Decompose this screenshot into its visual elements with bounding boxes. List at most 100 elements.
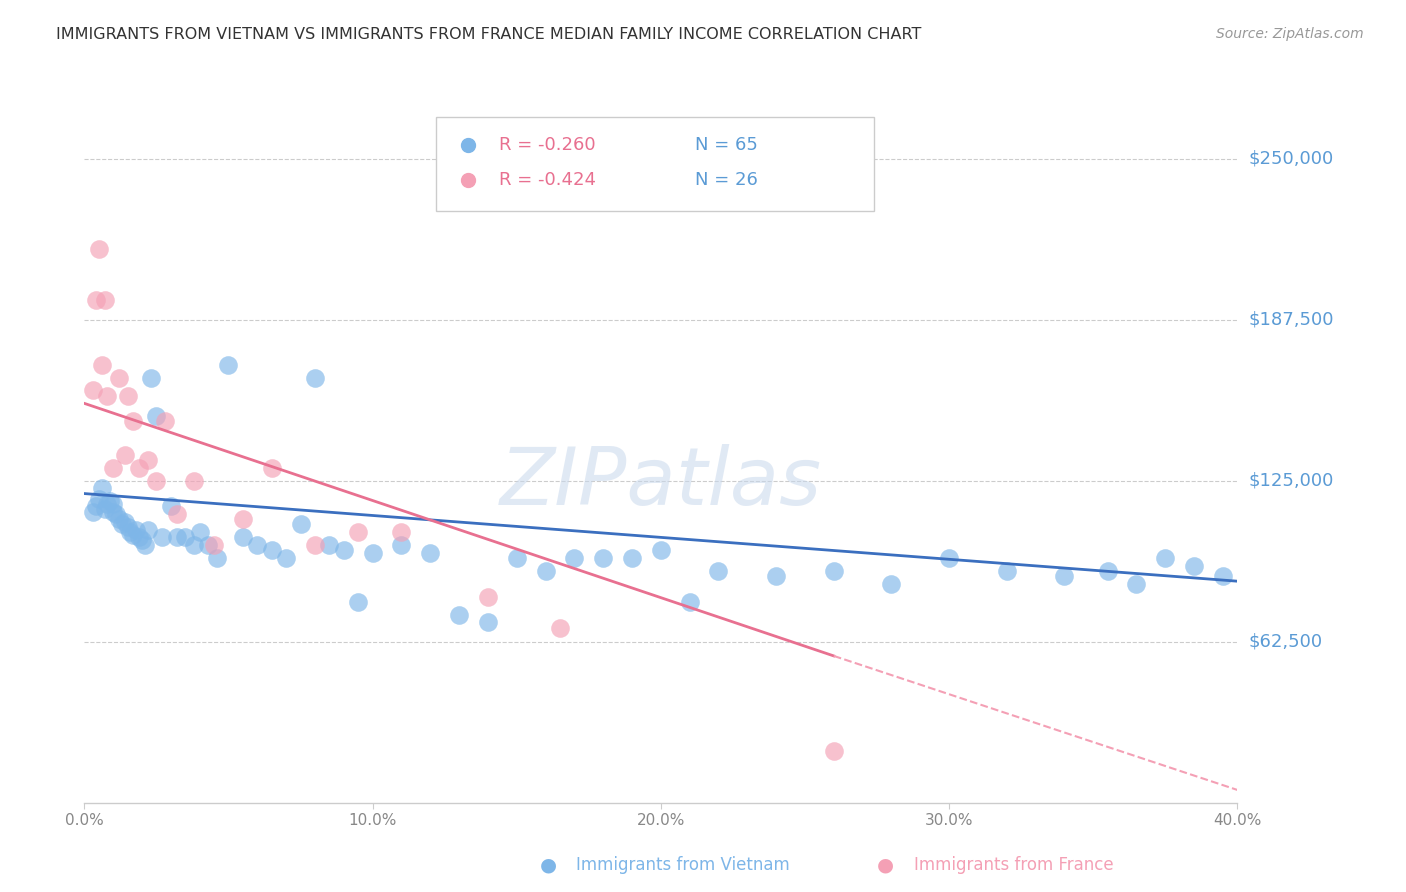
Point — [707, 564, 730, 578]
Point — [304, 538, 326, 552]
Point — [823, 744, 845, 758]
Point — [84, 293, 107, 308]
Text: $62,500: $62,500 — [1249, 632, 1323, 651]
Point — [347, 525, 370, 540]
Point — [232, 512, 254, 526]
Point — [347, 595, 370, 609]
Point — [197, 538, 219, 552]
Point — [93, 502, 115, 516]
Point — [103, 505, 124, 519]
Text: ●: ● — [877, 855, 894, 875]
Point — [592, 551, 614, 566]
Text: R = -0.260: R = -0.260 — [499, 136, 596, 154]
Point — [90, 358, 112, 372]
Point — [114, 448, 136, 462]
Point — [290, 517, 312, 532]
Text: $125,000: $125,000 — [1249, 472, 1334, 490]
Point — [678, 595, 700, 609]
Point — [111, 517, 134, 532]
Point — [136, 523, 159, 537]
Text: Immigrants from France: Immigrants from France — [914, 856, 1114, 874]
Point — [1182, 558, 1205, 573]
Point — [105, 507, 128, 521]
Point — [938, 551, 960, 566]
Point — [139, 370, 162, 384]
Text: R = -0.424: R = -0.424 — [499, 171, 596, 189]
Text: IMMIGRANTS FROM VIETNAM VS IMMIGRANTS FROM FRANCE MEDIAN FAMILY INCOME CORRELATI: IMMIGRANTS FROM VIETNAM VS IMMIGRANTS FR… — [56, 27, 921, 42]
Point — [150, 530, 173, 544]
Point — [332, 543, 354, 558]
Point — [128, 460, 150, 475]
Point — [166, 507, 188, 521]
Point — [96, 497, 118, 511]
Text: Immigrants from Vietnam: Immigrants from Vietnam — [576, 856, 790, 874]
Point — [534, 564, 557, 578]
Point — [87, 242, 110, 256]
Point — [260, 460, 283, 475]
Point — [880, 576, 903, 591]
Point — [621, 551, 644, 566]
Point — [90, 482, 112, 496]
Point — [477, 615, 499, 630]
Point — [103, 460, 124, 475]
Point — [995, 564, 1018, 578]
Point — [188, 525, 211, 540]
Point — [117, 389, 139, 403]
Point — [1212, 569, 1234, 583]
Text: N = 26: N = 26 — [696, 171, 758, 189]
Point — [153, 414, 176, 428]
Point — [205, 551, 228, 566]
Text: ZIPatlas: ZIPatlas — [499, 443, 823, 522]
Text: $187,500: $187,500 — [1249, 310, 1334, 328]
Point — [145, 474, 167, 488]
Point — [114, 515, 136, 529]
Point — [232, 530, 254, 544]
Text: Source: ZipAtlas.com: Source: ZipAtlas.com — [1216, 27, 1364, 41]
Point — [84, 500, 107, 514]
Point — [145, 409, 167, 424]
Point — [477, 590, 499, 604]
Point — [562, 551, 586, 566]
Point — [217, 358, 239, 372]
Point — [87, 491, 110, 506]
Point — [1125, 576, 1147, 591]
Point — [108, 370, 131, 384]
Text: N = 65: N = 65 — [696, 136, 758, 154]
Point — [202, 538, 225, 552]
Point — [447, 607, 470, 622]
Point — [122, 414, 145, 428]
Point — [1053, 569, 1076, 583]
Point — [128, 530, 150, 544]
Point — [136, 453, 159, 467]
Point — [82, 505, 104, 519]
FancyBboxPatch shape — [436, 118, 875, 211]
Point — [1154, 551, 1177, 566]
Point — [361, 546, 384, 560]
Point — [246, 538, 269, 552]
Point — [117, 520, 139, 534]
Point — [318, 538, 340, 552]
Point — [174, 530, 197, 544]
Point — [82, 384, 104, 398]
Point — [98, 494, 121, 508]
Point — [419, 546, 441, 560]
Point — [166, 530, 188, 544]
Point — [93, 293, 115, 308]
Point — [304, 370, 326, 384]
Point — [260, 543, 283, 558]
Point — [1097, 564, 1119, 578]
Point — [183, 538, 205, 552]
Point — [274, 551, 298, 566]
Point — [823, 564, 845, 578]
Point — [391, 525, 413, 540]
Point — [391, 538, 413, 552]
Text: $250,000: $250,000 — [1249, 150, 1334, 168]
Point — [650, 543, 672, 558]
Point — [183, 474, 205, 488]
Point — [96, 389, 118, 403]
Point — [103, 497, 124, 511]
Point — [122, 528, 145, 542]
Point — [120, 525, 142, 540]
Point — [548, 621, 571, 635]
Point — [125, 523, 148, 537]
